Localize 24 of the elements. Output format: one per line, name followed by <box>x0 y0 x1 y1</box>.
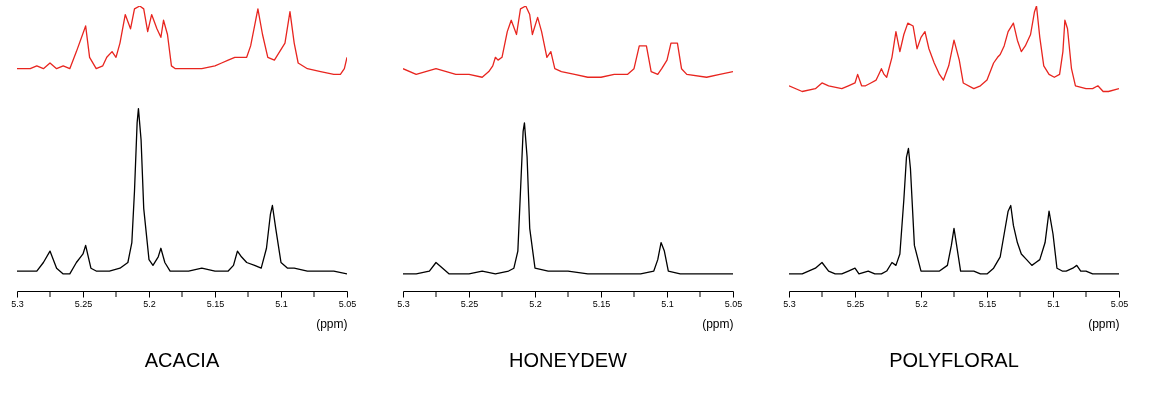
x-axis-title: (ppm) <box>316 316 348 331</box>
x-tick-label: 5.2 <box>915 298 928 309</box>
x-tick-label: 5.1 <box>1047 298 1060 309</box>
x-tick-label: 5.3 <box>11 298 24 309</box>
x-tick-label: 5.2 <box>143 298 156 309</box>
x-tick-label: 5.3 <box>783 298 796 309</box>
x-tick-label: 5.05 <box>1110 298 1129 309</box>
x-axis-title: (ppm) <box>1088 316 1120 331</box>
x-tick-label: 5.25 <box>846 298 865 309</box>
x-tick-label: 5.25 <box>460 298 479 309</box>
text: POLYFLORAL <box>889 349 1019 371</box>
x-tick-label: 5.05 <box>724 298 743 309</box>
x-tick-label: 5.15 <box>978 298 997 309</box>
x-tick-label: 5.05 <box>338 298 357 309</box>
x-tick-label: 5.15 <box>592 298 611 309</box>
x-tick-label: 5.2 <box>529 298 542 309</box>
x-tick-label: 5.25 <box>74 298 93 309</box>
x-tick-label: 5.15 <box>206 298 225 309</box>
text: ACACIA <box>144 349 220 371</box>
x-tick-label: 5.1 <box>275 298 288 309</box>
x-axis-title: (ppm) <box>702 316 734 331</box>
text: HONEYDEW <box>509 349 628 371</box>
x-tick-label: 5.1 <box>661 298 674 309</box>
x-tick-label: 5.3 <box>397 298 410 309</box>
